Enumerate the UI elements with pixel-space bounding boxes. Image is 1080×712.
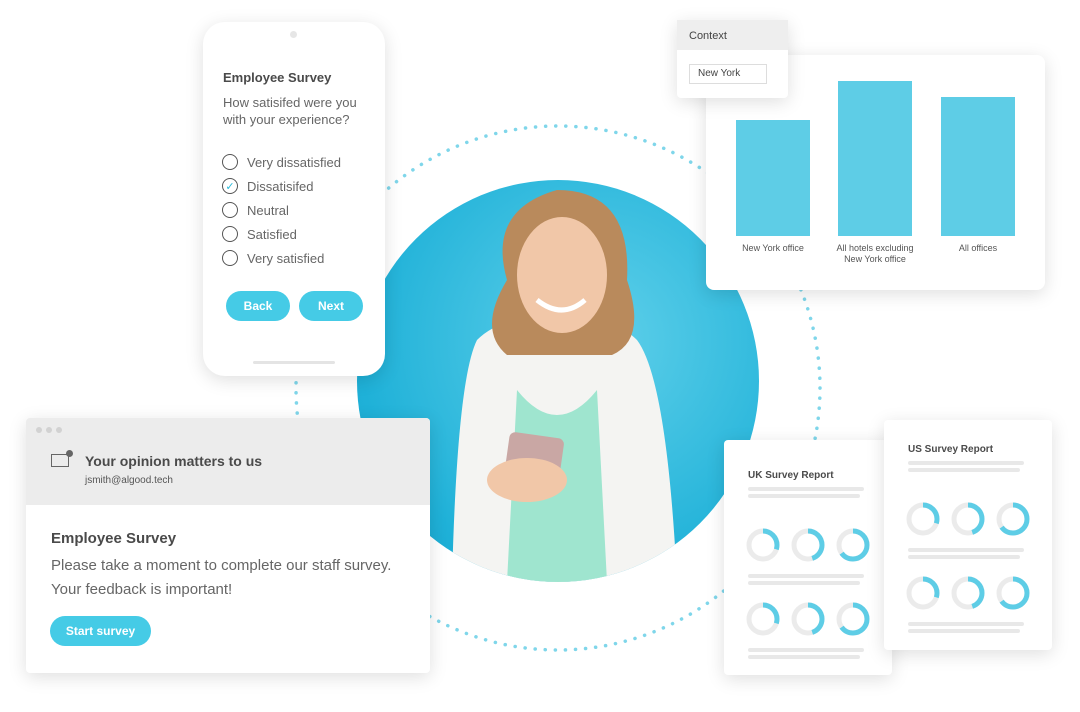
text-line-placeholder bbox=[748, 655, 860, 659]
donut-chart bbox=[904, 500, 942, 543]
email-header: Your opinion matters to us jsmith@algood… bbox=[26, 418, 430, 505]
next-button[interactable]: Next bbox=[299, 291, 363, 321]
radio-icon[interactable] bbox=[222, 202, 238, 218]
text-line-placeholder bbox=[748, 494, 860, 498]
chart-bar bbox=[736, 119, 810, 236]
chart-category-label: All offices bbox=[958, 243, 998, 253]
survey-option[interactable]: Very satisfied bbox=[222, 246, 341, 270]
text-line-placeholder bbox=[908, 461, 1024, 465]
chart-bar bbox=[838, 81, 912, 236]
email-body: Please take a moment to complete our sta… bbox=[51, 557, 392, 598]
option-label: Very dissatisfied bbox=[247, 154, 341, 170]
context-input[interactable]: New York bbox=[689, 64, 767, 84]
text-line-placeholder bbox=[748, 648, 864, 652]
phone-survey-card: Employee Survey How satisifed were you w… bbox=[203, 22, 385, 376]
donut-chart bbox=[949, 574, 987, 617]
donut-chart bbox=[949, 500, 987, 543]
option-label: Dissatisifed bbox=[247, 178, 314, 194]
survey-option[interactable]: Neutral bbox=[222, 198, 341, 222]
radio-icon[interactable] bbox=[222, 154, 238, 170]
survey-title: Employee Survey bbox=[223, 70, 332, 85]
window-dots bbox=[36, 427, 62, 433]
survey-option[interactable]: Satisfied bbox=[222, 222, 341, 246]
context-filter: Context New York bbox=[677, 20, 788, 98]
chart-category-label: All hotels excluding New York office bbox=[836, 243, 914, 264]
donut-chart bbox=[994, 500, 1032, 543]
survey-option[interactable]: Very dissatisfied bbox=[222, 150, 341, 174]
donut-chart bbox=[834, 526, 872, 569]
bar-chart-card: New York office All hotels excluding New … bbox=[706, 55, 1045, 290]
option-label: Very satisfied bbox=[247, 250, 325, 266]
option-label: Neutral bbox=[247, 202, 289, 218]
home-indicator bbox=[253, 361, 335, 364]
text-line-placeholder bbox=[748, 487, 864, 491]
email-from: jsmith@algood.tech bbox=[85, 475, 173, 486]
back-button[interactable]: Back bbox=[226, 291, 290, 321]
radio-icon[interactable] bbox=[222, 250, 238, 266]
us-report-card: US Survey Report bbox=[884, 420, 1052, 650]
text-line-placeholder bbox=[748, 581, 860, 585]
option-label: Satisfied bbox=[247, 226, 297, 242]
report-title: US Survey Report bbox=[908, 444, 994, 455]
text-line-placeholder bbox=[748, 574, 864, 578]
survey-option[interactable]: ✓ Dissatisifed bbox=[222, 174, 341, 198]
envelope-icon bbox=[51, 450, 73, 467]
radio-icon[interactable] bbox=[222, 226, 238, 242]
phone-camera bbox=[290, 31, 297, 38]
uk-report-card: UK Survey Report bbox=[724, 440, 892, 675]
email-title: Employee Survey bbox=[51, 530, 177, 547]
donut-chart bbox=[789, 526, 827, 569]
survey-question: How satisifed were you with your experie… bbox=[223, 95, 357, 127]
report-title: UK Survey Report bbox=[748, 470, 834, 481]
email-card: Your opinion matters to us jsmith@algood… bbox=[26, 418, 430, 673]
chart-category-label: New York office bbox=[742, 243, 804, 253]
text-line-placeholder bbox=[908, 629, 1020, 633]
start-survey-button[interactable]: Start survey bbox=[50, 616, 151, 646]
donut-chart bbox=[834, 600, 872, 643]
donut-chart bbox=[744, 600, 782, 643]
context-header: Context bbox=[677, 20, 788, 50]
donut-chart bbox=[789, 600, 827, 643]
chart-bar bbox=[941, 96, 1015, 236]
donut-chart bbox=[904, 574, 942, 617]
checked-radio-icon[interactable]: ✓ bbox=[222, 178, 238, 194]
text-line-placeholder bbox=[908, 548, 1024, 552]
text-line-placeholder bbox=[908, 622, 1024, 626]
text-line-placeholder bbox=[908, 555, 1020, 559]
donut-chart bbox=[744, 526, 782, 569]
donut-chart bbox=[994, 574, 1032, 617]
text-line-placeholder bbox=[908, 468, 1020, 472]
email-subject: Your opinion matters to us bbox=[85, 453, 263, 469]
